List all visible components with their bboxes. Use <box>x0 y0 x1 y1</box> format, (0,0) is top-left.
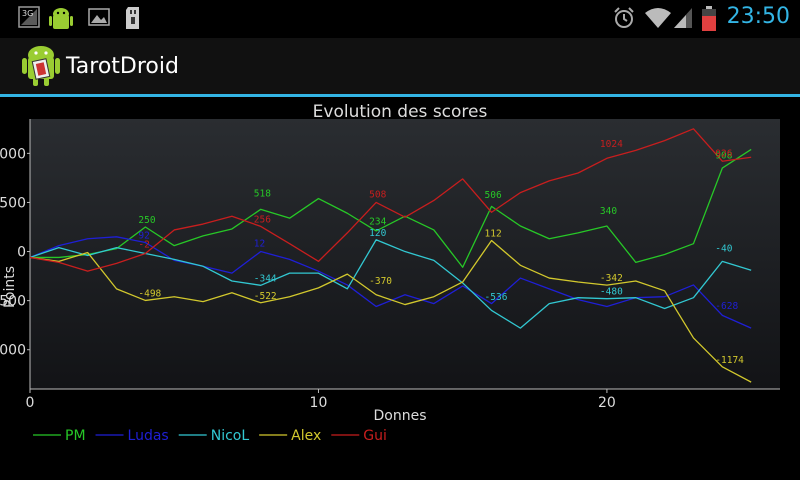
wifi-icon <box>645 8 671 28</box>
value-label-alex: 112 <box>485 229 502 240</box>
value-labels: 250 518 234 506 340 908 92 12 -628 -344 120 -536 -48… <box>138 139 744 366</box>
legend-item-pm: PM <box>33 428 86 444</box>
value-label-nicol: -536 <box>485 292 508 303</box>
score-evolution-chart: Evolution des scores 1000 500 0 -500 -1000 0… <box>0 102 780 444</box>
y-tick-label: -500 <box>0 294 26 310</box>
battery-icon <box>702 6 716 31</box>
x-ticks: 0 10 20 <box>26 389 616 411</box>
status-clock: 23:50 <box>726 4 790 29</box>
value-label-gui: -2 <box>138 240 149 251</box>
value-label-gui: 1024 <box>600 139 623 150</box>
value-label-ludas: 92 <box>138 231 149 242</box>
chart-title: Evolution des scores <box>313 102 488 122</box>
legend-item-alex: Alex <box>259 428 321 444</box>
legend-item-nicol: NicoL <box>178 428 250 444</box>
series-line-alex <box>29 239 752 383</box>
signal-3g-icon: 3G <box>18 6 40 28</box>
y-tick-label: 500 <box>0 195 26 211</box>
value-label-pm: 518 <box>254 189 271 200</box>
value-label-alex: -522 <box>254 291 277 302</box>
legend-label: NicoL <box>211 428 250 444</box>
sd-card-icon <box>126 7 139 29</box>
alarm-icon <box>614 7 634 28</box>
value-label-alex: -342 <box>600 273 623 284</box>
legend-label: Ludas <box>128 428 169 444</box>
y-axis-label: Points <box>2 266 18 308</box>
value-label-nicol: -40 <box>715 243 732 254</box>
x-tick-label: 0 <box>26 395 35 411</box>
plot-area <box>30 119 780 389</box>
value-label-pm: 908 <box>715 150 732 161</box>
y-ticks: 1000 500 0 -500 -1000 <box>0 146 30 359</box>
svg-text:3G: 3G <box>22 9 33 18</box>
value-label-nicol: -480 <box>600 287 623 298</box>
value-label-gui: 508 <box>369 190 386 201</box>
value-label-nicol: -344 <box>254 273 277 284</box>
value-label-nicol: 120 <box>369 228 386 239</box>
x-tick-label: 10 <box>310 395 328 411</box>
value-label-pm: 234 <box>369 217 386 228</box>
value-label-alex: -370 <box>369 276 392 287</box>
value-label-pm: 340 <box>600 206 617 217</box>
y-tick-label: 0 <box>17 245 26 261</box>
cell-signal-icon <box>674 8 692 28</box>
action-bar-divider <box>0 94 800 97</box>
legend-item-ludas: Ludas <box>95 428 169 444</box>
gallery-icon <box>88 8 110 26</box>
series-line-nicol <box>29 239 752 329</box>
value-label-alex: -1174 <box>715 355 744 366</box>
legend-item-gui: Gui <box>331 428 387 444</box>
legend-label: Alex <box>291 428 321 444</box>
series-lines <box>29 128 752 383</box>
value-label-gui: 256 <box>254 214 271 225</box>
value-label-ludas: 12 <box>254 238 265 249</box>
series-line-pm <box>30 148 752 268</box>
action-bar: TarotDroid <box>0 38 800 94</box>
legend-label: PM <box>65 428 86 444</box>
tarot-android-logo-icon[interactable] <box>20 44 62 88</box>
value-label-pm: 250 <box>138 215 155 226</box>
x-axis-label: Donnes <box>374 408 427 424</box>
value-label-alex: -498 <box>138 288 161 299</box>
app-title: TarotDroid <box>66 54 179 79</box>
y-tick-label: 1000 <box>0 146 26 162</box>
android-notification-icon <box>49 8 73 29</box>
y-tick-label: -1000 <box>0 343 26 359</box>
value-label-ludas: -628 <box>715 301 738 312</box>
series-line-ludas <box>29 236 752 329</box>
x-tick-label: 20 <box>598 395 616 411</box>
legend: PM Ludas NicoL Alex Gui <box>33 428 387 444</box>
series-line-gui <box>29 128 752 272</box>
value-label-pm: 506 <box>485 190 502 201</box>
status-bar: 3G 23:50 <box>0 0 800 38</box>
legend-label: Gui <box>363 428 387 444</box>
value-label-gui: 926 <box>715 149 732 160</box>
